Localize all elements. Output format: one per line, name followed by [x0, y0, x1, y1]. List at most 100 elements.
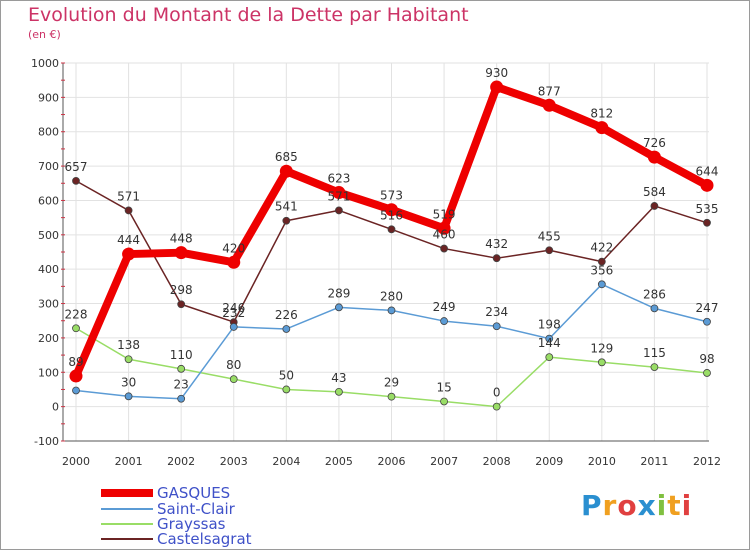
data-label-saint-clair: 247 [696, 301, 719, 315]
data-label-gasques: 644 [696, 164, 719, 178]
y-tick-label: 500 [38, 229, 59, 242]
legend-item-grayssas[interactable]: Grayssas [101, 515, 226, 533]
data-label-gasques: 877 [538, 84, 561, 98]
legend-item-gasques[interactable]: GASQUES [101, 484, 231, 502]
data-point-grayssas [72, 324, 80, 333]
data-point-gasques [490, 80, 504, 94]
y-tick-label: 800 [38, 126, 59, 139]
data-label-grayssas: 15 [436, 380, 451, 394]
data-label-castelsagrat: 455 [538, 229, 561, 243]
data-label-grayssas: 43 [331, 371, 346, 385]
data-label-saint-clair: 30 [121, 375, 136, 389]
data-label-saint-clair: 23 [174, 378, 189, 392]
data-label-gasques: 812 [590, 107, 613, 121]
data-point-castelsagrat [387, 225, 396, 234]
data-label-saint-clair: 280 [380, 289, 403, 303]
data-label-castelsagrat: 460 [433, 228, 456, 242]
data-point-gasques [647, 150, 661, 164]
legend-label-gasques: GASQUES [157, 484, 231, 502]
data-label-saint-clair: 249 [433, 300, 456, 314]
data-point-gasques [700, 178, 714, 192]
y-tick-label: 200 [38, 332, 59, 345]
data-label-castelsagrat: 584 [643, 185, 666, 199]
data-label-castelsagrat: 571 [327, 189, 350, 203]
data-label-gasques: 444 [117, 233, 140, 247]
data-point-grayssas [124, 355, 133, 364]
data-point-grayssas [650, 363, 659, 372]
data-label-grayssas: 29 [384, 376, 399, 390]
data-point-grayssas [335, 387, 343, 396]
data-label-grayssas: 144 [538, 336, 561, 350]
data-label-grayssas: 80 [226, 358, 241, 372]
legend-item-saint-clair[interactable]: Saint-Clair [101, 500, 235, 518]
x-tick-label: 2011 [640, 455, 668, 468]
data-label-castelsagrat: 571 [117, 189, 140, 203]
data-label-grayssas: 228 [65, 307, 88, 321]
data-point-grayssas [597, 358, 606, 367]
data-point-saint-clair [387, 306, 396, 315]
data-point-saint-clair [177, 394, 186, 403]
data-point-grayssas [492, 402, 501, 411]
data-label-grayssas: 138 [117, 338, 140, 352]
y-tick-label: 600 [38, 194, 59, 207]
data-label-castelsagrat: 657 [65, 160, 88, 174]
data-point-castelsagrat [124, 206, 133, 215]
data-point-gasques [122, 247, 136, 261]
legend-item-castelsagrat[interactable]: Castelsagrat [101, 530, 252, 548]
legend-swatch-saint-clair [101, 508, 153, 510]
data-label-gasques: 930 [485, 66, 508, 80]
x-tick-label: 2006 [378, 455, 406, 468]
data-point-grayssas [282, 385, 291, 394]
y-tick-label: 400 [38, 263, 59, 276]
data-label-castelsagrat: 422 [590, 241, 613, 255]
data-point-gasques [227, 255, 241, 269]
y-tick-label: 300 [38, 298, 59, 311]
data-point-gasques [174, 246, 188, 260]
data-point-gasques [542, 98, 556, 112]
data-point-saint-clair [492, 322, 501, 331]
x-tick-label: 2008 [483, 455, 511, 468]
data-point-castelsagrat [72, 176, 80, 185]
data-point-castelsagrat [440, 244, 448, 253]
y-tick-label: 100 [38, 366, 59, 379]
data-point-saint-clair [72, 386, 80, 395]
x-tick-label: 2009 [535, 455, 563, 468]
x-tick-label: 2001 [115, 455, 143, 468]
data-point-gasques [69, 369, 83, 383]
data-point-grayssas [545, 353, 554, 362]
data-label-castelsagrat: 246 [222, 301, 245, 315]
legend-label-grayssas: Grayssas [157, 515, 226, 533]
legend-swatch-castelsagrat [101, 538, 153, 540]
data-point-saint-clair [703, 317, 711, 326]
data-label-gasques: 519 [433, 207, 456, 221]
y-tick-label: 0 [52, 401, 59, 414]
data-label-saint-clair: 356 [590, 263, 613, 277]
data-point-castelsagrat [650, 202, 659, 210]
data-point-saint-clair [282, 325, 291, 333]
y-tick-label: 900 [38, 91, 59, 104]
data-point-grayssas [177, 364, 186, 373]
data-label-castelsagrat: 535 [696, 202, 719, 216]
data-label-castelsagrat: 298 [170, 283, 193, 297]
data-label-castelsagrat: 432 [485, 237, 508, 251]
chart-subtitle: (en €) [28, 28, 61, 41]
data-point-castelsagrat [597, 257, 606, 266]
data-label-grayssas: 0 [493, 386, 501, 400]
data-point-grayssas [229, 375, 238, 384]
data-label-grayssas: 98 [699, 352, 714, 366]
data-label-gasques: 448 [170, 232, 193, 246]
data-point-gasques [595, 121, 609, 135]
data-label-grayssas: 110 [170, 348, 193, 362]
x-tick-label: 2012 [693, 455, 721, 468]
data-label-gasques: 685 [275, 150, 298, 164]
data-label-saint-clair: 232 [222, 306, 245, 320]
data-label-gasques: 573 [380, 189, 403, 203]
legend-swatch-gasques [101, 489, 153, 497]
y-tick-label: 700 [38, 160, 59, 173]
data-point-saint-clair [124, 392, 133, 401]
data-point-gasques [279, 164, 293, 178]
data-label-gasques: 420 [222, 241, 245, 255]
x-tick-label: 2000 [62, 455, 90, 468]
data-point-castelsagrat [703, 218, 711, 227]
